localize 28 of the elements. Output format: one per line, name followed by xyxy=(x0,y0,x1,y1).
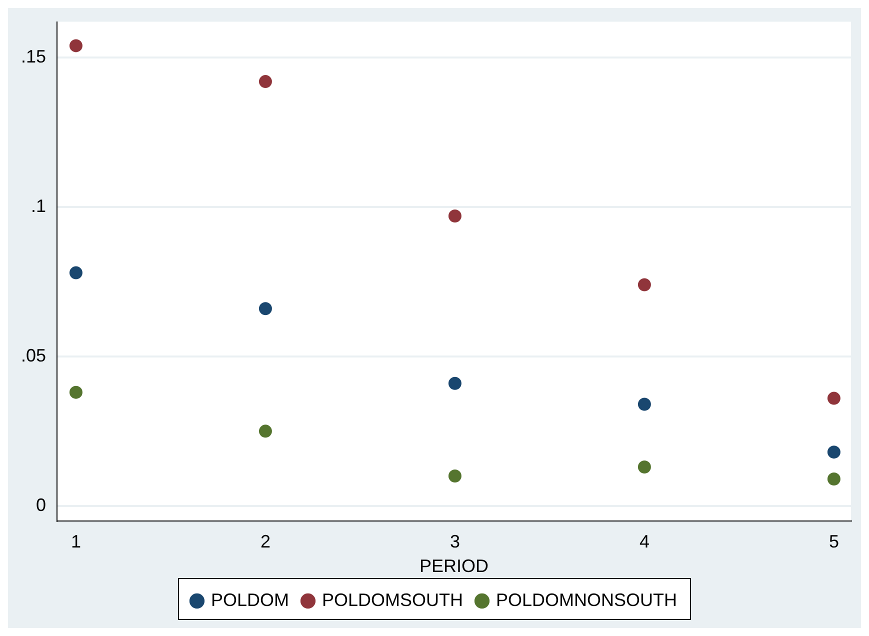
x-tick-label: 3 xyxy=(450,532,460,552)
point xyxy=(448,210,462,223)
point xyxy=(638,278,651,292)
legend-label: POLDOMNONSOUTH xyxy=(496,590,678,610)
y-tick-label: .1 xyxy=(31,196,46,216)
legend-label: POLDOMSOUTH xyxy=(322,590,464,610)
point xyxy=(258,424,272,438)
point xyxy=(69,266,82,280)
point xyxy=(448,469,462,482)
point xyxy=(69,39,82,52)
x-tick-label: 1 xyxy=(70,532,81,552)
point xyxy=(69,386,82,399)
point xyxy=(448,376,462,390)
x-tick-label: 4 xyxy=(639,532,650,552)
point xyxy=(638,398,651,411)
x-tick-label: 2 xyxy=(260,532,270,552)
point xyxy=(638,460,651,474)
y-tick-label: 0 xyxy=(36,494,46,515)
x-axis-title: PERIOD xyxy=(420,556,489,576)
y-tick-label: .15 xyxy=(20,46,46,67)
point xyxy=(827,472,840,486)
point xyxy=(258,75,272,88)
x-tick-label: 5 xyxy=(828,532,839,552)
point xyxy=(827,446,840,459)
y-tick-label: .05 xyxy=(20,345,46,366)
point xyxy=(258,302,272,316)
point xyxy=(827,392,840,405)
legend-label: POLDOM xyxy=(210,590,289,610)
